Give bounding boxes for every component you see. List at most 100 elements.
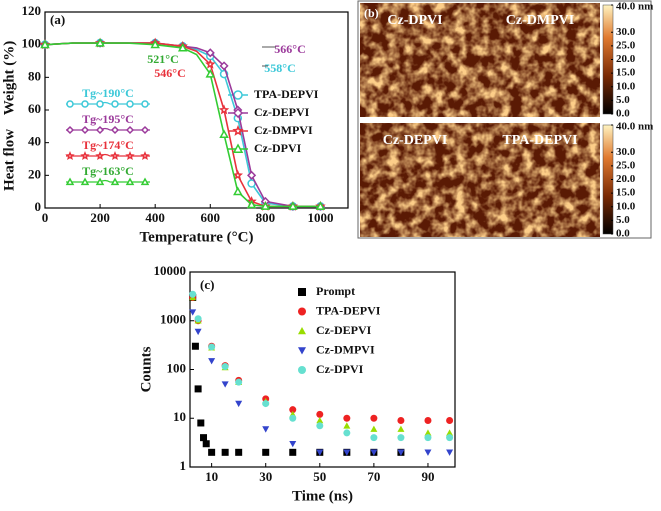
marker [288, 201, 298, 210]
marker [262, 426, 270, 433]
legend-label: Cz-DPVI [254, 141, 302, 155]
marker [262, 448, 270, 456]
y-tick-label: 120 [22, 3, 42, 18]
afm-texture [480, 3, 600, 117]
marker [235, 378, 243, 386]
marker [289, 448, 297, 456]
legend-marker [232, 143, 244, 153]
colorbar-tick-label: 0.0 [616, 108, 630, 120]
marker [191, 342, 199, 350]
legend-label: Cz-DEPVI [254, 105, 310, 119]
dsc-marker [126, 100, 134, 108]
marker [194, 385, 202, 393]
colorbar-tick-label: 15.0 [616, 187, 636, 199]
dsc-marker [140, 151, 150, 161]
annotation: 566°C [274, 42, 305, 56]
marker [219, 61, 229, 71]
marker [316, 410, 324, 418]
y-tick-label: 100 [167, 360, 187, 375]
marker [205, 69, 216, 78]
marker [208, 343, 216, 351]
annotation: Tg~195°C [82, 112, 134, 126]
legend-marker [298, 347, 306, 355]
marker [343, 449, 351, 456]
x-tick-label: 200 [90, 210, 110, 225]
dsc-marker [140, 177, 150, 186]
marker [316, 449, 324, 456]
marker [343, 429, 351, 437]
marker [205, 58, 216, 69]
marker [40, 39, 50, 49]
x-axis-label: Temperature (°C) [140, 229, 254, 245]
colorbar-tick-label: 30.0 [616, 146, 636, 158]
marker [189, 290, 197, 298]
marker [397, 416, 405, 424]
dsc-marker [111, 100, 119, 108]
y-tick-label: 20 [28, 166, 41, 181]
y-axis-label: Counts [138, 346, 154, 392]
marker [289, 414, 297, 422]
legend-label: Cz-DMPVI [316, 342, 375, 356]
marker [177, 42, 188, 52]
dsc-marker [141, 100, 149, 108]
marker [343, 422, 351, 429]
y-tick-label: 0 [35, 199, 42, 214]
x-tick-label: 90 [421, 469, 434, 484]
colorbar-tick-label: 10.0 [616, 80, 636, 92]
x-tick-label: 600 [201, 210, 221, 225]
panel-label: (b) [364, 6, 379, 20]
marker [446, 449, 454, 456]
dsc-marker [96, 100, 104, 108]
marker [208, 448, 216, 456]
afm-texture [360, 3, 480, 117]
y-tick-label: 10 [173, 409, 186, 424]
x-tick-label: 1000 [307, 210, 333, 225]
marker [370, 449, 378, 456]
colorbar-tick-label: 25.0 [616, 159, 636, 171]
colorbar-tick-label: 0.0 [616, 228, 630, 240]
marker [205, 48, 215, 58]
x-tick-label: 800 [256, 210, 276, 225]
dsc-marker [65, 125, 75, 135]
marker [221, 363, 229, 371]
afm-label: Cz-DPVI [387, 13, 442, 28]
marker [233, 186, 243, 196]
marker [260, 201, 271, 210]
dsc-curve [66, 179, 150, 183]
marker [289, 440, 297, 448]
dsc-marker [125, 151, 135, 161]
marker [246, 199, 257, 209]
y-tick-label: 10000 [154, 263, 187, 278]
legend-marker [298, 366, 306, 374]
legend-label: Prompt [316, 284, 355, 298]
marker [315, 201, 326, 210]
y-tick-label: 80 [28, 68, 41, 83]
dsc-marker [95, 177, 105, 186]
marker [316, 416, 324, 424]
afm-label: Cz-DMPVI [506, 13, 574, 28]
legend-marker [232, 107, 244, 119]
dsc-curve [66, 101, 150, 105]
x-axis-label: Time (ns) [292, 488, 353, 504]
x-tick-label: 30 [259, 469, 272, 484]
marker [232, 169, 244, 180]
y-tick-label: 1000 [160, 312, 186, 327]
dsc-marker [140, 125, 150, 135]
afm-texture [480, 123, 600, 237]
dsc-marker [80, 177, 90, 186]
marker [150, 39, 160, 49]
dsc-marker [110, 125, 120, 135]
colorbar-tick-label: 25.0 [616, 39, 636, 51]
marker [235, 448, 243, 456]
marker [235, 400, 243, 408]
colorbar-tick-label: 5.0 [616, 214, 630, 226]
legend-label: TPA-DEPVI [254, 87, 319, 101]
dsc-marker [125, 177, 135, 186]
panel-label: (c) [200, 277, 214, 292]
x-tick-label: 400 [145, 210, 165, 225]
y-tick-label: 100 [22, 36, 42, 51]
afm-texture [360, 123, 480, 237]
legend-marker [233, 90, 243, 100]
afm-label: TPA-DEPVI [502, 133, 577, 148]
marker [221, 448, 229, 456]
